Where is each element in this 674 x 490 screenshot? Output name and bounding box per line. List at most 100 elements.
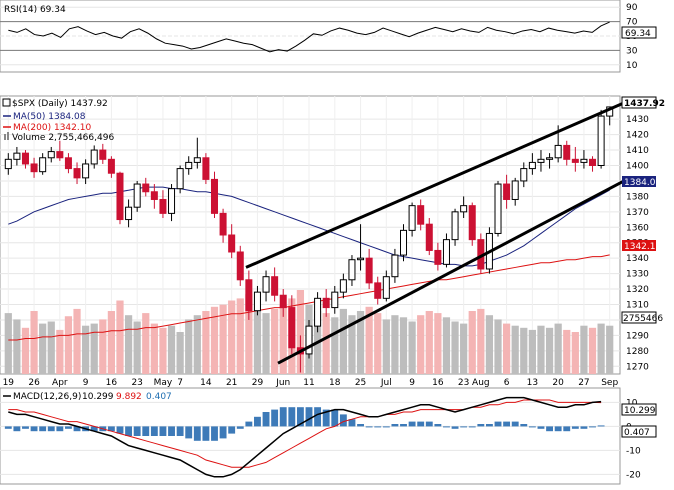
macd-hist-bar (125, 426, 133, 436)
date-tick-label: 18 (329, 378, 341, 388)
macd-hist-bar (142, 426, 150, 436)
macd-last-box (621, 403, 657, 416)
volume-bar (116, 300, 124, 374)
candle-body (202, 157, 210, 180)
macd-hist-bar (468, 426, 476, 428)
rsi-tick-label: 90 (626, 3, 638, 13)
rsi-last-value-box (621, 26, 657, 39)
macd-hist-bar (348, 419, 356, 427)
price-tick-label: 1320 (626, 285, 649, 295)
volume-bar (477, 308, 485, 374)
volume-bar (588, 327, 597, 374)
candle-body (374, 282, 382, 299)
volume-bar (339, 308, 347, 374)
macd-hist-bar (279, 407, 287, 427)
volume-bar (356, 311, 365, 374)
macd-hist-bar (107, 426, 115, 432)
volume-bar (502, 323, 511, 374)
rsi-tick-label: 30 (626, 46, 638, 56)
candle-body (520, 168, 528, 182)
candle-body (494, 183, 502, 234)
candle-body (425, 223, 433, 251)
volume-bar (460, 323, 468, 374)
macd-hist-bar (150, 426, 158, 436)
price-tick-label: 1270 (626, 362, 649, 372)
macd-hist-bar (528, 426, 536, 428)
macd-hist-bar (451, 426, 459, 429)
candle-body (357, 257, 365, 261)
volume-bar (374, 313, 382, 374)
date-tick-label: 11 (303, 378, 314, 388)
macd-hist-bar (219, 426, 227, 439)
macd-hist-bar (168, 426, 175, 436)
ma200-polyline (8, 254, 610, 341)
volume-bar (331, 317, 339, 374)
volume-bar (64, 316, 73, 374)
volume-bar (133, 321, 141, 374)
macd-hist-bar (443, 426, 450, 428)
candle-body (417, 205, 425, 225)
date-tick-label: Sep (601, 378, 618, 388)
macd-hist-bar (159, 426, 167, 436)
price-tick-label: 1290 (626, 331, 649, 341)
macd-hist-bar (176, 426, 184, 436)
candle-body (56, 151, 64, 159)
date-tick-label: Jun (275, 378, 290, 388)
last-price-label: 1437.92 (624, 99, 665, 109)
candle-body (185, 161, 193, 170)
date-tick-label: 23 (458, 378, 469, 388)
macd-hist-bar (193, 426, 201, 441)
volume-bar (30, 311, 38, 374)
date-tick-label: Apr (52, 378, 68, 388)
macd-last-label: 10.299 (624, 406, 656, 416)
rsi-tick-label: 70 (626, 18, 638, 28)
volume-bar (167, 325, 176, 374)
macd-hist-bar (305, 407, 313, 427)
volume-bar (468, 311, 476, 374)
volume-bar (442, 317, 451, 374)
macd-hist-bar (185, 426, 193, 439)
volume-bar (425, 311, 433, 374)
date-tick-label: 13 (527, 378, 538, 388)
candle-body (589, 158, 597, 166)
volume-bar (99, 319, 107, 374)
rsi-line (8, 21, 610, 53)
volume-bar (210, 306, 219, 374)
candle-body (314, 297, 322, 327)
volume-bar (580, 325, 588, 374)
macd-hist-bar (460, 426, 468, 428)
volume-bar (417, 315, 425, 374)
macd-hist-bar (503, 421, 511, 427)
macd-hist-bar (546, 426, 553, 432)
price-title: $SPX (Daily) 1437.92 (12, 99, 108, 109)
date-tick-label: 16 (432, 378, 444, 388)
date-tick-label: 25 (355, 378, 366, 388)
volume-bar (245, 294, 253, 374)
candle-body (133, 183, 141, 208)
ma50-value-box (622, 176, 656, 187)
ma50-polyline (8, 186, 610, 267)
macd-hist-bar (365, 426, 373, 428)
volume-bar (322, 313, 330, 374)
macd-hist-bar (485, 424, 493, 427)
candle-body (159, 198, 167, 214)
volume-bar (150, 323, 158, 374)
candle-body (13, 152, 21, 160)
price-tick-label: 1340 (626, 254, 649, 264)
channel-upper-line (245, 102, 623, 269)
ma200-legend: MA(200) 1342.10 (13, 123, 91, 133)
candle-body (245, 279, 253, 312)
macd-value: 10.299 (82, 392, 114, 402)
ma200-line (8, 254, 610, 341)
candle-body (503, 183, 511, 200)
volume-value-label: 2755466 (623, 314, 663, 324)
candle-body (442, 239, 450, 265)
candle-body (546, 157, 554, 160)
volume-bar (494, 319, 502, 374)
volume-bar (408, 321, 416, 374)
rsi-title: RSI(14) 69.34 (4, 5, 66, 15)
macd-hist-bar (202, 426, 210, 441)
date-tick-label: 27 (578, 378, 589, 388)
rsi-last-value: 69.34 (625, 29, 651, 39)
volume-bar (271, 308, 279, 374)
